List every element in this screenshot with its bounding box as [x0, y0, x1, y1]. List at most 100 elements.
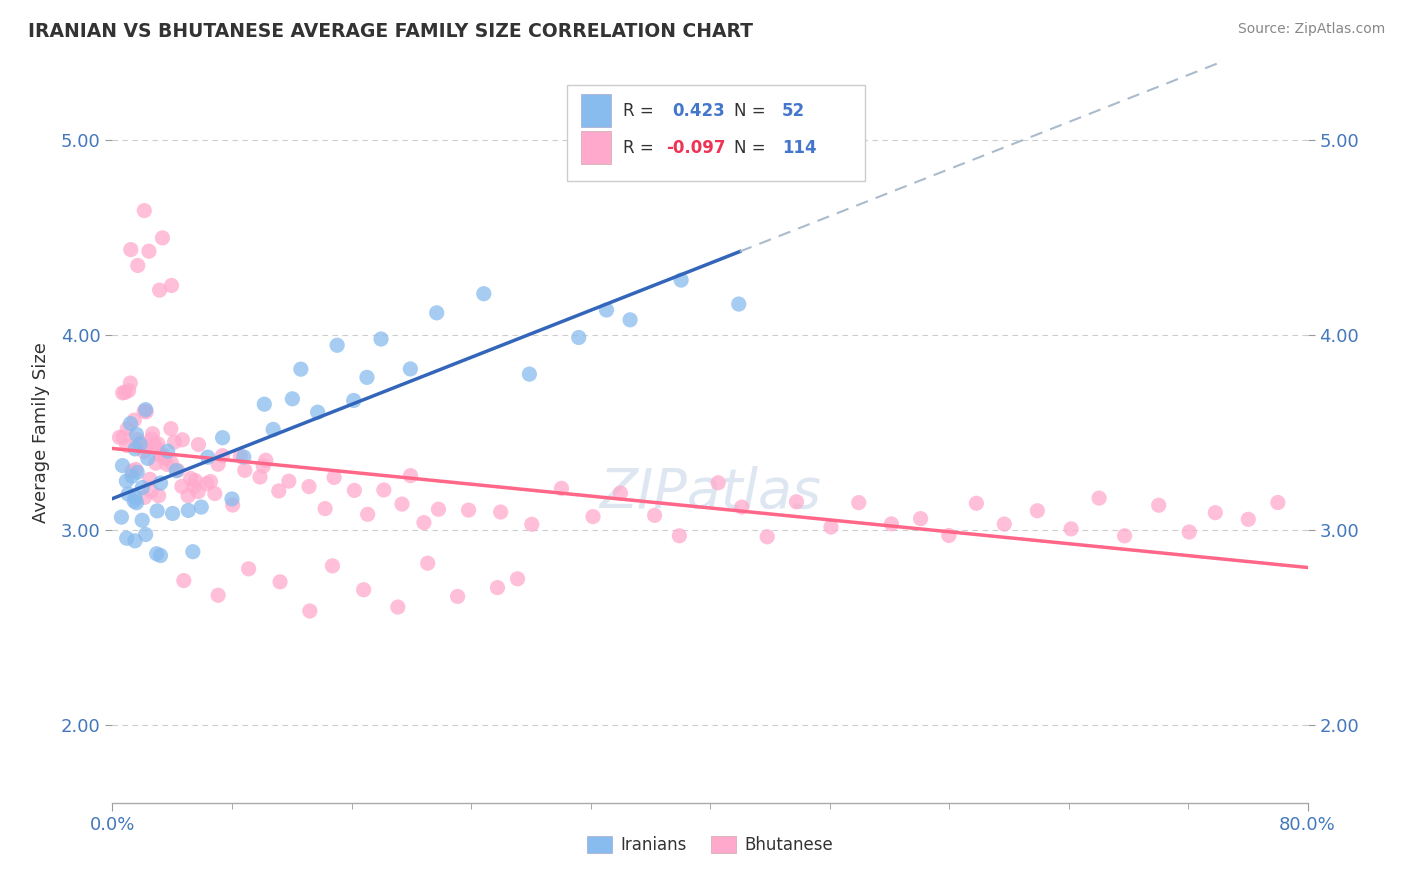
Point	[148, 283, 170, 297]
Point	[391, 497, 413, 511]
Point	[187, 437, 209, 451]
Point	[489, 505, 512, 519]
Point	[298, 604, 321, 618]
FancyBboxPatch shape	[567, 85, 866, 181]
Point	[148, 489, 170, 503]
Point	[200, 475, 222, 489]
Point	[416, 556, 439, 570]
FancyBboxPatch shape	[581, 94, 610, 128]
Point	[146, 504, 169, 518]
Text: IRANIAN VS BHUTANESE AVERAGE FAMILY SIZE CORRELATION CHART: IRANIAN VS BHUTANESE AVERAGE FAMILY SIZE…	[28, 22, 754, 41]
Point	[249, 470, 271, 484]
Point	[111, 385, 134, 400]
Point	[399, 362, 422, 376]
Point	[197, 450, 219, 465]
Point	[314, 501, 336, 516]
Point	[124, 413, 146, 427]
Point	[125, 496, 148, 510]
Point	[134, 404, 156, 418]
Point	[125, 427, 148, 442]
Point	[145, 456, 167, 470]
Point	[619, 313, 641, 327]
Point	[121, 469, 143, 483]
Point	[142, 426, 165, 441]
Point	[149, 476, 172, 491]
Point	[387, 600, 409, 615]
Point	[115, 438, 138, 452]
Point	[160, 456, 183, 470]
Y-axis label: Average Family Size: Average Family Size	[32, 343, 49, 523]
Text: N =: N =	[734, 138, 770, 157]
Point	[165, 464, 187, 478]
Point	[848, 495, 870, 509]
Point	[146, 437, 169, 451]
Point	[177, 489, 200, 503]
Point	[190, 500, 212, 514]
Point	[353, 582, 375, 597]
Point	[117, 487, 139, 501]
Point	[880, 516, 903, 531]
Point	[117, 384, 139, 398]
Point	[298, 479, 321, 493]
Point	[149, 448, 172, 462]
Point	[120, 376, 142, 390]
Point	[321, 558, 343, 573]
Point	[582, 509, 605, 524]
Point	[267, 483, 290, 498]
Point	[135, 527, 157, 541]
Point	[1060, 522, 1083, 536]
Point	[207, 457, 229, 471]
Point	[187, 484, 209, 499]
Point	[472, 286, 495, 301]
Point	[131, 513, 153, 527]
Text: -0.097: -0.097	[666, 138, 725, 157]
Point	[131, 481, 153, 495]
Point	[181, 544, 204, 558]
Point	[139, 472, 162, 486]
Point	[262, 422, 284, 436]
Point	[233, 463, 256, 477]
Point	[669, 273, 692, 287]
Point	[519, 367, 541, 381]
Point	[993, 517, 1015, 532]
Point	[910, 511, 932, 525]
Point	[254, 453, 277, 467]
Point	[1147, 498, 1170, 512]
Point	[131, 439, 153, 453]
Point	[506, 572, 529, 586]
Point	[129, 436, 152, 450]
Point	[134, 444, 156, 458]
Text: N =: N =	[734, 102, 770, 120]
Point	[356, 370, 378, 384]
Point	[111, 458, 134, 473]
Point	[326, 338, 349, 352]
Point	[427, 502, 450, 516]
Point	[115, 474, 138, 488]
Point	[373, 483, 395, 497]
Point	[668, 529, 690, 543]
Point	[307, 405, 329, 419]
Point	[138, 244, 160, 259]
Point	[211, 431, 233, 445]
Point	[141, 432, 163, 446]
Point	[127, 465, 149, 479]
Point	[177, 503, 200, 517]
Point	[221, 498, 243, 512]
Point	[323, 470, 346, 484]
Point	[156, 444, 179, 458]
Point	[183, 480, 205, 494]
Point	[520, 517, 543, 532]
Point	[166, 463, 188, 477]
Point	[153, 451, 176, 466]
Point	[195, 476, 218, 491]
Point	[290, 362, 312, 376]
Point	[965, 496, 987, 510]
FancyBboxPatch shape	[581, 131, 610, 164]
Point	[162, 507, 184, 521]
Point	[160, 422, 183, 436]
Point	[1267, 495, 1289, 509]
Point	[568, 330, 591, 344]
Point	[184, 474, 207, 488]
Point	[820, 520, 842, 534]
Point	[238, 562, 260, 576]
